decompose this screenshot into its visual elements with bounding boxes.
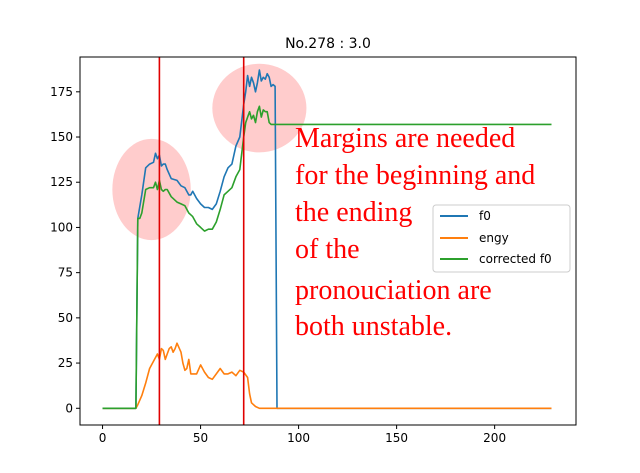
- y-tick-label: 0: [65, 401, 73, 415]
- legend-label-corrected-f0: corrected f0: [479, 252, 552, 266]
- annotation-line: for the beginning and: [295, 160, 535, 191]
- annotation-line: of the: [295, 234, 360, 265]
- highlight-circle: [112, 138, 191, 241]
- y-tick-label: 150: [50, 130, 73, 144]
- y-tick-label: 100: [50, 220, 73, 234]
- x-tick-label: 0: [99, 431, 107, 445]
- x-tick-label: 50: [193, 431, 208, 445]
- annotation-line: pronouciation are: [295, 275, 492, 306]
- axes-frame: [79, 56, 577, 426]
- x-tick-label: 100: [287, 431, 310, 445]
- legend: f0 engy corrected f0: [432, 204, 571, 273]
- x-axis-ticks: 0 50 100 150 200: [99, 425, 506, 445]
- chart-title: No.278 : 3.0: [285, 36, 371, 52]
- series-line-corrected-f0: [102, 105, 552, 410]
- legend-label-f0: f0: [479, 209, 491, 223]
- annotation-line: both unstable.: [295, 311, 452, 342]
- plot-area-border: [79, 56, 577, 426]
- y-axis-ticks: 0 25 50 75 100 125 150 175: [50, 85, 80, 415]
- y-tick-label: 25: [58, 356, 73, 370]
- annotation-line: Margins are needed: [295, 123, 515, 154]
- y-tick-label: 50: [58, 311, 73, 325]
- series-line-engy: [102, 342, 552, 410]
- legend-box: [432, 204, 571, 273]
- annotation-line: the ending: [295, 197, 412, 228]
- y-tick-label: 175: [50, 85, 73, 99]
- x-tick-label: 150: [385, 431, 408, 445]
- x-tick-label: 200: [483, 431, 506, 445]
- vertical-marker-group: [158, 57, 245, 425]
- legend-label-engy: engy: [479, 231, 509, 245]
- annotation-text: Margins are needed for the beginning and…: [295, 123, 535, 342]
- y-tick-label: 75: [58, 266, 73, 280]
- y-tick-label: 125: [50, 175, 73, 189]
